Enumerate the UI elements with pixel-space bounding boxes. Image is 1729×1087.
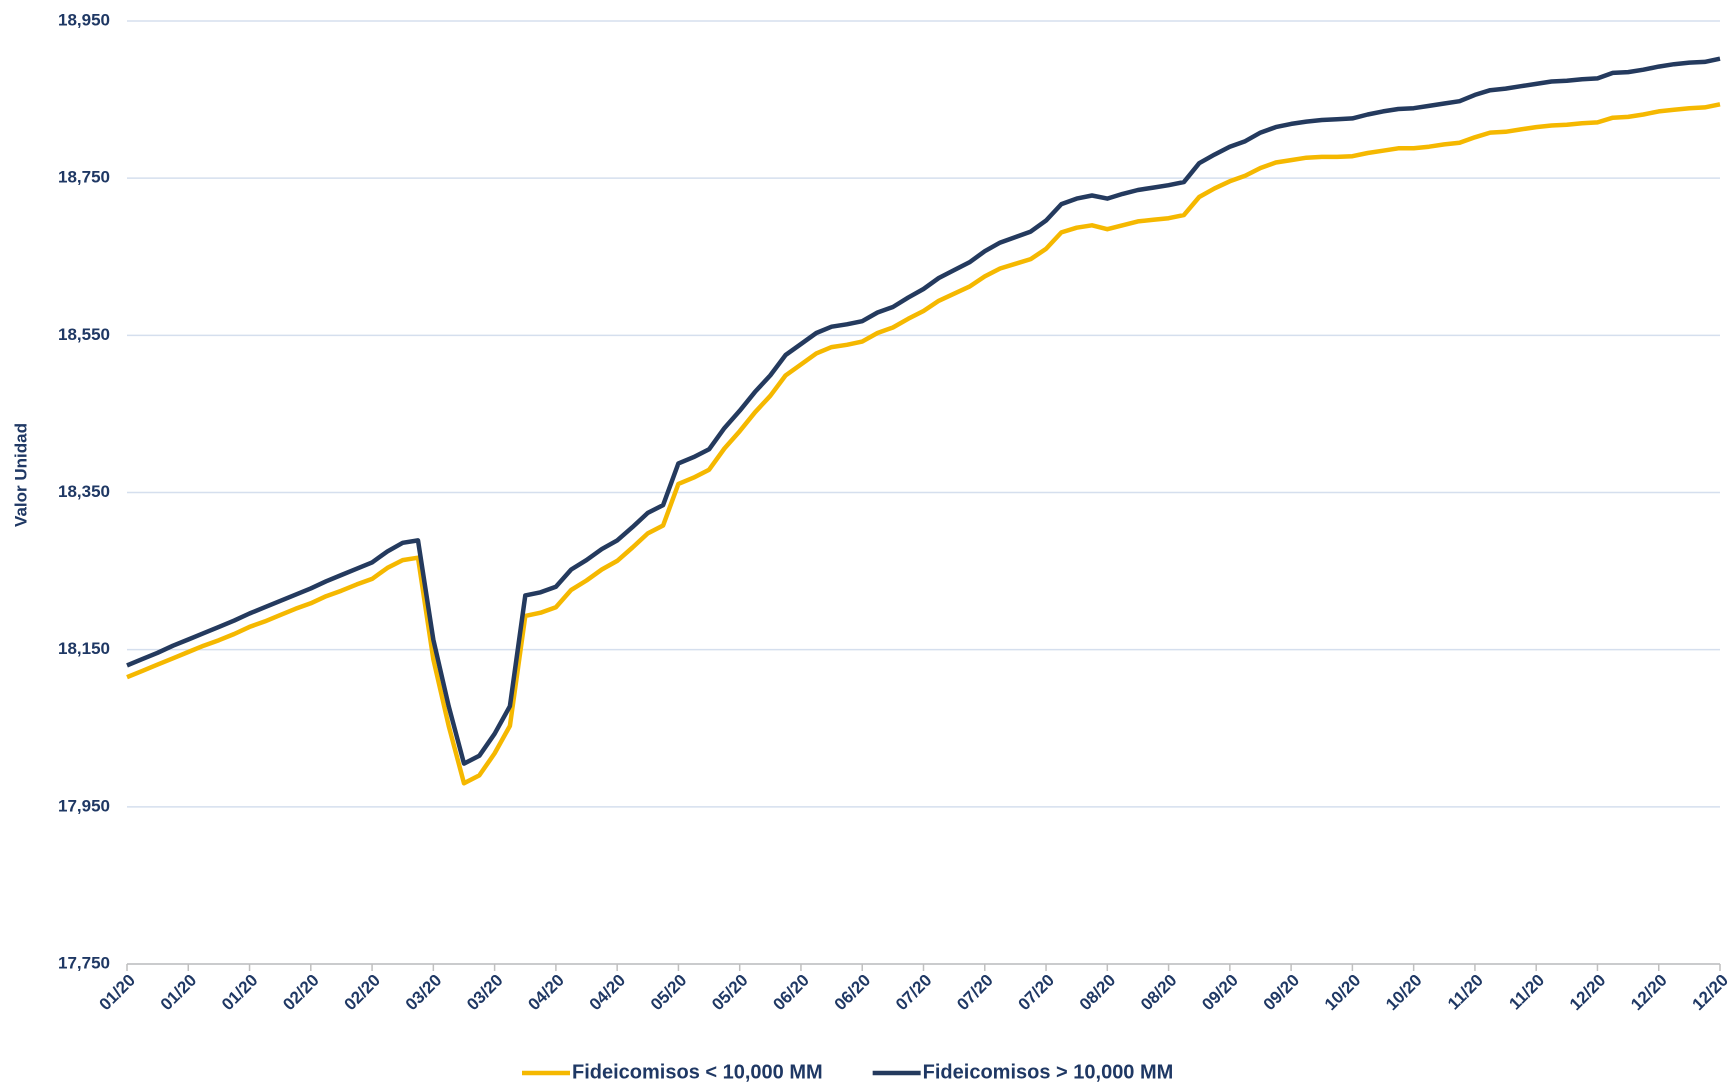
legend-label: Fideicomisos < 10,000 MM (572, 1061, 823, 1083)
y-tick-label: 18,950 (58, 10, 110, 29)
legend-label: Fideicomisos > 10,000 MM (923, 1061, 1174, 1083)
x-tick-label: 06/20 (831, 971, 875, 1015)
x-tick-label: 03/20 (463, 971, 507, 1015)
y-tick-label: 18,550 (58, 325, 110, 344)
x-tick-label: 02/20 (341, 971, 385, 1015)
x-tick-label: 08/20 (1137, 971, 1181, 1015)
x-tick-label: 01/20 (218, 971, 262, 1015)
x-tick-label: 07/20 (892, 971, 936, 1015)
y-tick-label: 17,950 (58, 796, 110, 815)
x-tick-label: 10/20 (1321, 971, 1365, 1015)
x-tick-label: 04/20 (586, 971, 630, 1015)
x-tick-label: 05/20 (647, 971, 691, 1015)
y-tick-label: 18,750 (58, 168, 110, 187)
y-axis-label: Valor Unidad (11, 423, 30, 527)
x-tick-label: 10/20 (1382, 971, 1426, 1015)
x-tick-label: 11/20 (1444, 971, 1487, 1014)
x-tick-label: 02/20 (279, 971, 323, 1015)
y-tick-label: 17,750 (58, 953, 110, 972)
x-tick-label: 01/20 (157, 971, 201, 1015)
x-tick-label: 11/20 (1505, 971, 1548, 1014)
line-series (126, 102, 1721, 786)
x-tick-label: 06/20 (769, 971, 813, 1015)
x-tick-label: 08/20 (1076, 971, 1120, 1015)
line-series (126, 56, 1721, 766)
x-tick-label: 01/20 (95, 971, 139, 1015)
x-tick-label: 07/20 (953, 971, 997, 1015)
x-tick-label: 12/20 (1566, 971, 1610, 1015)
x-tick-label: 05/20 (708, 971, 752, 1015)
x-tick-label: 09/20 (1260, 971, 1304, 1015)
x-tick-label: 03/20 (402, 971, 446, 1015)
x-tick-label: 07/20 (1015, 971, 1059, 1015)
x-tick-label: 12/20 (1688, 971, 1729, 1015)
x-tick-label: 09/20 (1198, 971, 1242, 1015)
x-tick-label: 04/20 (524, 971, 568, 1015)
x-tick-label: 12/20 (1627, 971, 1671, 1015)
y-tick-label: 18,150 (58, 639, 110, 658)
y-tick-label: 18,350 (58, 482, 110, 501)
